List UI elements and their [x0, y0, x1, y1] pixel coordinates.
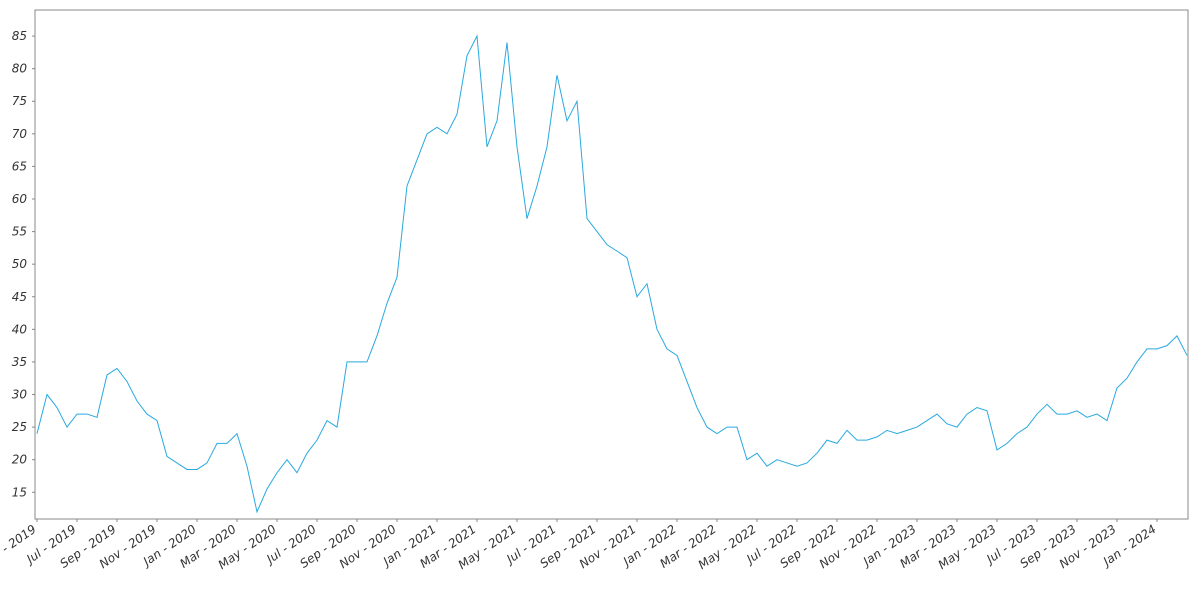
y-tick-label: 65	[12, 159, 27, 173]
y-tick-label: 15	[12, 485, 27, 499]
y-tick-label: 75	[12, 94, 27, 108]
y-tick-label: 45	[12, 290, 27, 304]
y-tick-label: 70	[12, 127, 28, 141]
y-tick-label: 60	[12, 192, 28, 206]
y-tick-label: 30	[12, 388, 28, 402]
y-tick-label: 40	[12, 322, 28, 336]
y-tick-label: 55	[12, 225, 27, 239]
price-line	[36, 34, 1188, 514]
y-tick-label: 85	[12, 29, 27, 43]
y-tick-label: 50	[12, 257, 28, 271]
y-tick-label: 25	[12, 420, 27, 434]
y-tick-label: 20	[12, 453, 28, 467]
y-tick-label: 35	[12, 355, 27, 369]
y-tick-label: 80	[12, 62, 28, 76]
plot-frame	[34, 9, 1189, 520]
